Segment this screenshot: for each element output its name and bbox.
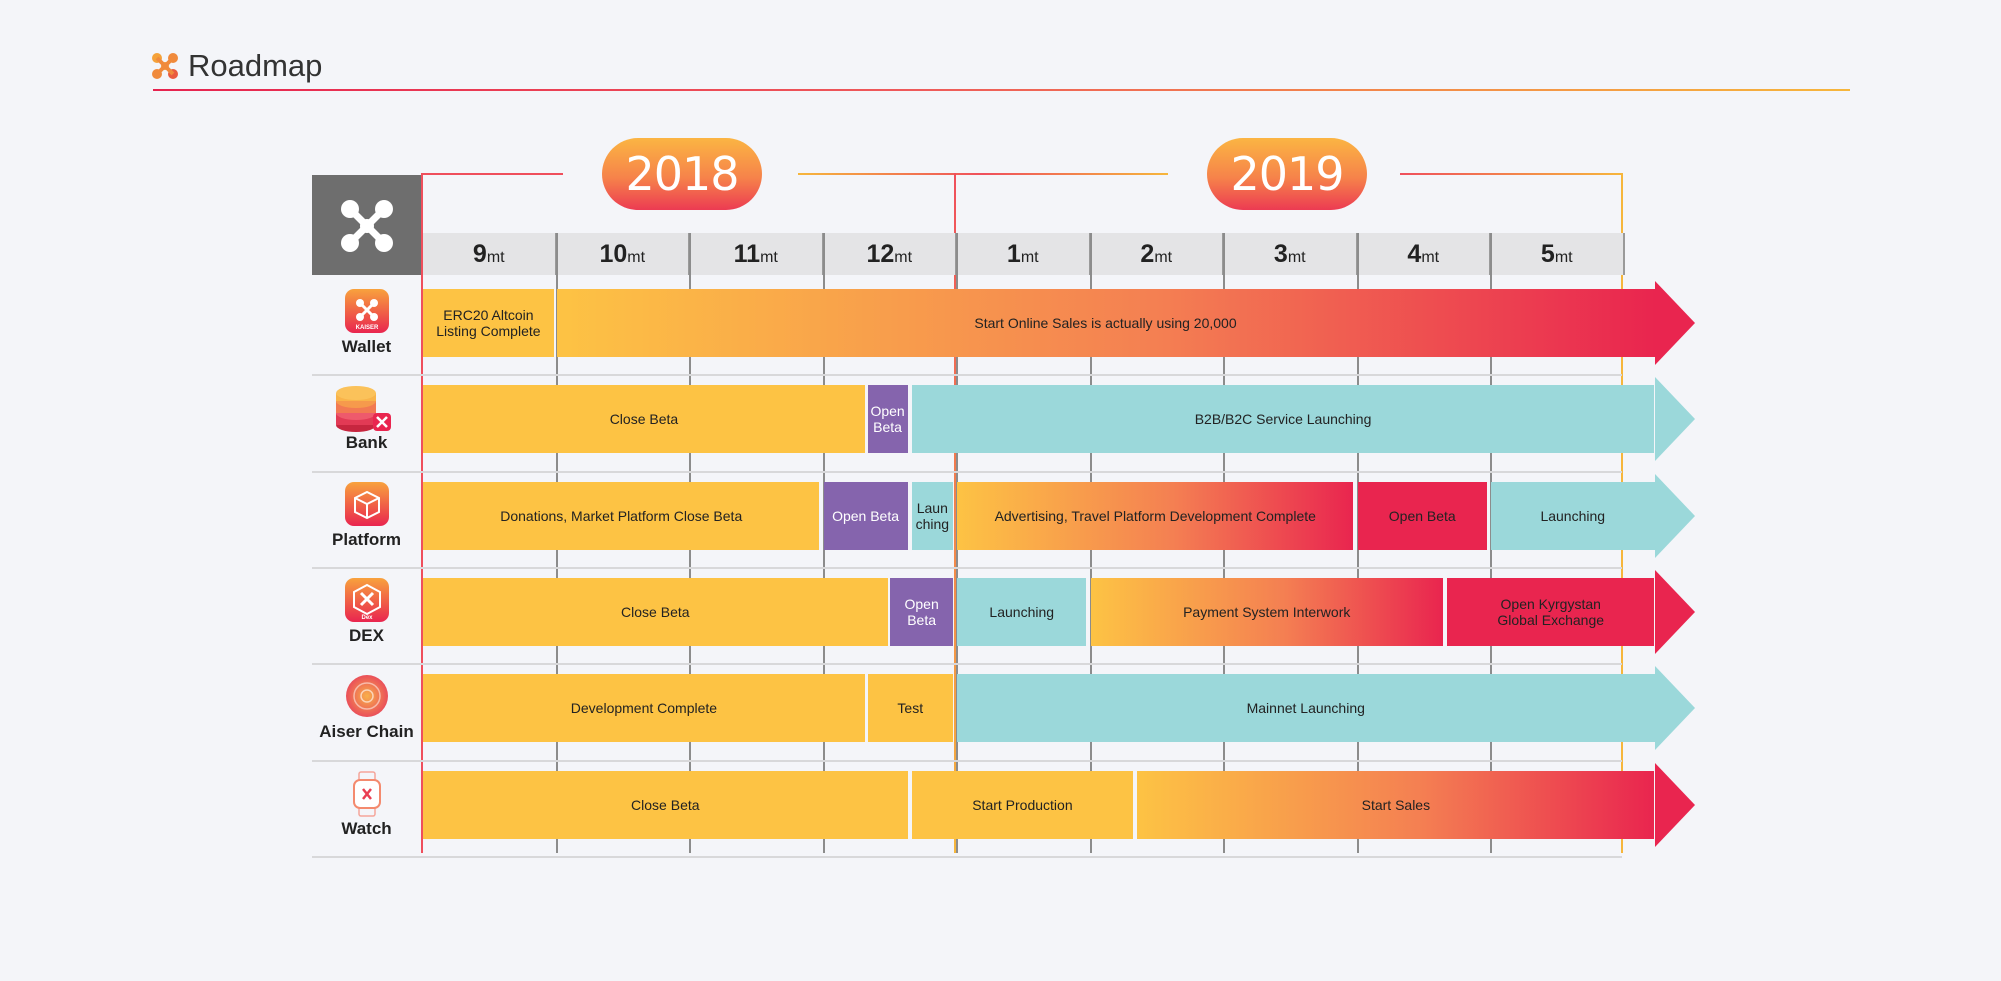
arrow-head: [1654, 473, 1695, 558]
arrow-head: [1654, 762, 1695, 847]
kaiser-logo-icon: [341, 200, 393, 252]
brand-logo-icon: [152, 53, 178, 79]
title-underline: [153, 89, 1850, 91]
svg-text:Dex: Dex: [361, 615, 373, 621]
row-separator: [312, 855, 1622, 858]
timeline-bar: Open Beta: [1357, 481, 1487, 550]
svg-text:KAISER: KAISER: [355, 325, 378, 331]
timeline-bar: B2B/B2C Service Launching: [911, 385, 1655, 454]
month-unit: mt: [1554, 249, 1573, 266]
row-separator: [312, 374, 1622, 377]
month-number: 12: [866, 240, 895, 268]
row-label-watch: Watch: [312, 770, 421, 839]
timeline-bar: Laun ching: [911, 481, 953, 550]
timeline-bar: Advertising, Travel Platform Development…: [957, 481, 1354, 550]
row-separator: [312, 759, 1622, 762]
row-label-aiser-chain: Aiser Chain: [312, 674, 421, 742]
row-separator: [312, 663, 1622, 666]
month-number: 3: [1273, 240, 1288, 268]
timeline-bar: Start Sales: [1137, 770, 1655, 839]
month-number: 10: [599, 240, 628, 268]
timeline-bar: Close Beta: [423, 385, 865, 454]
row-label-text: Aiser Chain: [319, 722, 414, 742]
year-start-line: [421, 173, 423, 853]
year-line: [798, 173, 1168, 175]
timeline-bar: Close Beta: [423, 770, 908, 839]
platform-icon: [344, 481, 389, 526]
arrow-head: [1654, 377, 1695, 462]
timeline-bar: Close Beta: [423, 577, 888, 646]
month-number: 2: [1140, 240, 1155, 268]
year-pill-2019: 2019: [1207, 138, 1367, 210]
arrow-head: [1654, 569, 1695, 654]
arrow-head: [1654, 666, 1695, 751]
row-label-dex: Dex DEX: [312, 577, 421, 646]
month-4: 1mt: [957, 233, 1091, 275]
row-label-wallet: KAISER Wallet: [312, 289, 421, 357]
timeline-bar: Open Beta: [823, 481, 908, 550]
month-7: 4mt: [1357, 233, 1491, 275]
year-divider-line: [954, 173, 956, 853]
month-1: 10mt: [556, 233, 690, 275]
month-number: 5: [1540, 240, 1555, 268]
row-label-bank: Bank: [312, 385, 421, 453]
year-line: [421, 173, 563, 175]
arrow-head: [1654, 281, 1695, 365]
timeline-bar: Start Online Sales is actually using 20,…: [556, 289, 1655, 357]
wallet-icon: KAISER: [344, 289, 389, 333]
year-line: [1400, 173, 1623, 175]
month-6: 3mt: [1224, 233, 1358, 275]
row-label-text: Wallet: [341, 337, 392, 356]
month-5: 2mt: [1090, 233, 1224, 275]
month-unit: mt: [1154, 249, 1173, 266]
page-header: Roadmap: [152, 46, 322, 86]
month-unit: mt: [486, 249, 505, 266]
row-label-text: Platform: [332, 529, 401, 549]
timeline-bar: Donations, Market Platform Close Beta: [423, 481, 820, 550]
row-separator: [312, 566, 1622, 569]
month-number: 4: [1407, 240, 1422, 268]
month-unit: mt: [894, 249, 913, 266]
logo-box: [312, 175, 421, 275]
month-8: 5mt: [1491, 233, 1625, 275]
dex-icon: Dex: [344, 577, 389, 622]
timeline-bar: Mainnet Launching: [957, 674, 1655, 743]
month-2: 11mt: [690, 233, 824, 275]
row-label-text: DEX: [349, 625, 384, 645]
month-3: 12mt: [823, 233, 957, 275]
month-unit: mt: [1020, 249, 1039, 266]
month-number: 9: [472, 240, 487, 268]
timeline-bar: Open Beta: [890, 577, 953, 646]
row-separator: [312, 470, 1622, 473]
row-label-platform: Platform: [312, 481, 421, 550]
timeline-bar: Open Kyrgystan Global Exchange: [1446, 577, 1655, 646]
month-unit: mt: [1287, 249, 1306, 266]
timeline-bar: Start Production: [911, 770, 1134, 839]
timeline-bar: Development Complete: [423, 674, 865, 743]
timeline-bar: Payment System Interwork: [1090, 577, 1443, 646]
timeline-bar: Open Beta: [867, 385, 908, 454]
row-label-text: Watch: [341, 818, 392, 838]
row-label-text: Bank: [345, 433, 388, 453]
month-unit: mt: [1421, 249, 1440, 266]
month-number: 11: [733, 240, 761, 268]
watch-icon: [352, 770, 382, 817]
month-0: 9mt: [423, 233, 557, 275]
timeline-bar: ERC20 Altcoin Listing Complete: [423, 289, 554, 357]
timeline-bar: Launching: [957, 577, 1087, 646]
timeline-bar: Test: [867, 674, 953, 743]
month-unit: mt: [760, 249, 778, 266]
bank-icon: [332, 385, 394, 433]
page-title: Roadmap: [188, 48, 323, 83]
year-pill-2018: 2018: [602, 138, 762, 210]
chain-icon: [345, 674, 389, 718]
month-number: 1: [1006, 240, 1021, 268]
month-unit: mt: [627, 249, 646, 266]
timeline-bar: Launching: [1491, 481, 1655, 550]
